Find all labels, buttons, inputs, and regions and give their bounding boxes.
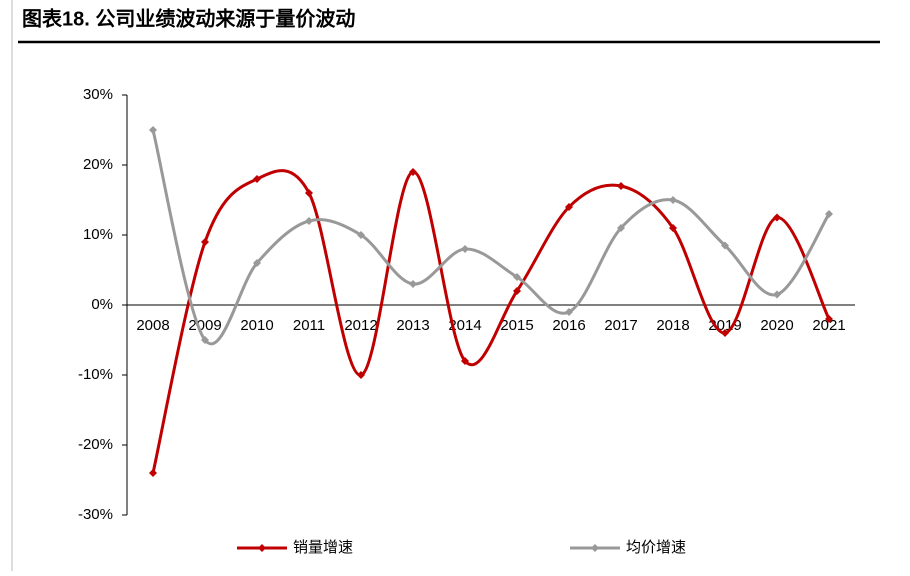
legend-label: 销量增速 [293,539,353,556]
chart-title: 图表18. 公司业绩波动来源于量价波动 [22,6,355,30]
point-marker [825,315,833,323]
point-marker [357,231,365,239]
x-tick-label: 2014 [448,317,481,334]
point-marker [721,329,729,337]
point-marker [721,241,729,250]
point-marker [201,336,209,344]
y-tick-label: -30% [78,506,113,523]
series-line [151,129,831,346]
x-tick-label: 2008 [136,317,169,334]
x-tick-label: 2018 [656,317,689,334]
point-marker [773,290,781,299]
x-tick-label: 2010 [240,317,273,334]
point-marker [565,308,573,316]
y-tick-label: 10% [83,226,113,243]
point-marker [253,259,261,267]
x-tick-label: 2011 [293,317,325,334]
point-marker [149,469,157,477]
y-tick-label: 0% [91,296,113,313]
point-marker [409,168,417,176]
y-tick-label: -10% [78,366,113,383]
legend-marker [258,544,266,552]
x-tick-label: 2013 [396,317,429,334]
y-tick-label: 30% [83,86,113,103]
point-marker [565,203,573,211]
point-marker [669,224,677,232]
point-marker [617,182,625,190]
x-tick-label: 2015 [500,317,533,334]
x-tick-label: 2012 [344,317,377,334]
point-marker [773,213,781,222]
point-marker [669,196,677,204]
point-marker [409,280,417,288]
x-tick-label: 2020 [760,317,793,334]
point-marker [513,273,521,281]
point-marker [357,371,365,379]
x-tick-label: 2017 [604,317,637,334]
legend-marker [591,544,599,552]
point-marker [253,175,261,183]
x-tick-label: 2016 [552,317,585,334]
point-marker [461,357,469,365]
point-marker [825,210,833,218]
x-tick-label: 2009 [188,317,221,334]
legend-label: 均价增速 [626,539,686,556]
point-marker [149,126,157,134]
point-marker [617,224,625,232]
point-marker [513,287,521,295]
point-marker [305,217,313,225]
point-marker [305,189,313,197]
point-marker [461,245,469,253]
x-tick-label: 2021 [812,317,845,334]
point-marker [201,238,209,246]
y-tick-label: -20% [78,436,113,453]
y-tick-label: 20% [83,156,113,173]
